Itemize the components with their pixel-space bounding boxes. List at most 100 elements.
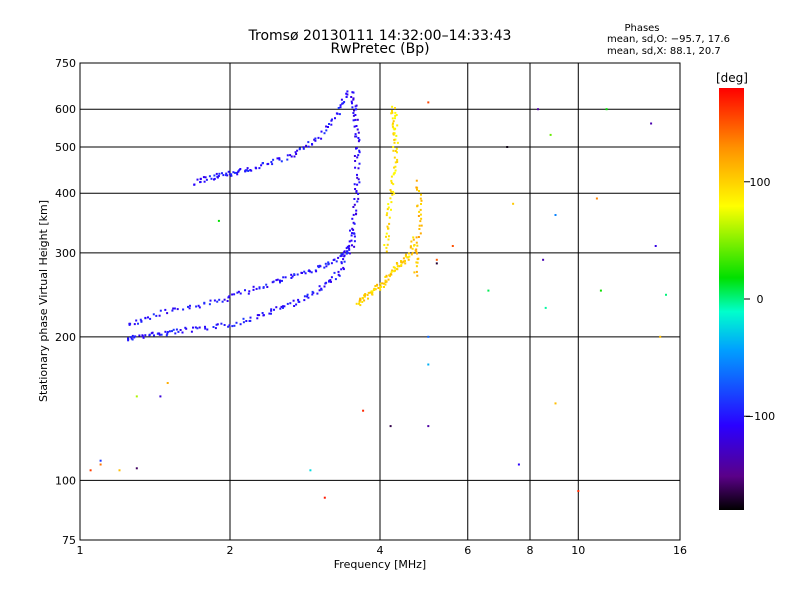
data-point <box>317 266 320 269</box>
data-point <box>451 245 454 247</box>
data-point <box>249 169 252 171</box>
data-point <box>206 328 209 331</box>
data-point <box>350 239 353 242</box>
data-point <box>416 188 418 191</box>
data-point <box>393 269 396 272</box>
data-point <box>303 295 306 298</box>
data-point <box>407 256 410 259</box>
data-point <box>199 178 202 181</box>
data-point <box>348 248 351 251</box>
data-point <box>204 176 207 179</box>
data-point <box>198 326 201 329</box>
data-point <box>348 240 351 243</box>
data-point <box>340 261 343 264</box>
data-point <box>271 163 274 166</box>
data-point <box>286 154 289 157</box>
data-point <box>325 125 328 128</box>
colorbar-tick-label: 100 <box>750 176 771 189</box>
data-point <box>417 236 420 238</box>
data-point <box>339 104 342 107</box>
data-point <box>392 120 395 123</box>
x-axis-ticks: 1 2 4 6 8 10 16 <box>77 544 688 557</box>
data-point <box>369 291 372 294</box>
data-point <box>329 279 332 282</box>
data-point <box>412 238 415 241</box>
data-point <box>387 278 390 281</box>
data-point <box>381 282 384 285</box>
data-point <box>273 308 275 311</box>
data-point <box>248 290 251 293</box>
data-point <box>166 312 169 315</box>
data-point <box>512 202 515 205</box>
data-point <box>396 158 399 161</box>
data-point <box>394 138 397 141</box>
data-point <box>599 289 602 292</box>
data-point <box>293 273 296 276</box>
data-point <box>394 114 397 117</box>
data-point <box>138 334 141 337</box>
data-point <box>330 262 333 265</box>
data-point <box>267 162 270 165</box>
data-point <box>289 154 292 157</box>
data-point <box>245 320 248 322</box>
data-point <box>361 301 364 303</box>
data-point <box>517 463 520 466</box>
data-point <box>230 173 233 176</box>
data-point <box>272 158 275 161</box>
data-point <box>389 273 392 276</box>
chart-title: Tromsø 20130111 14:32:00–14:33:43 <box>248 28 512 44</box>
data-point <box>415 270 418 273</box>
x-tick-label: 6 <box>464 544 471 557</box>
data-point <box>549 133 552 136</box>
data-point <box>357 131 360 134</box>
data-point <box>307 141 310 144</box>
data-point <box>389 425 392 428</box>
data-point <box>159 395 162 398</box>
data-point <box>338 113 341 116</box>
data-point <box>380 285 383 288</box>
data-point <box>363 299 366 302</box>
data-point <box>537 108 539 111</box>
data-point <box>353 203 356 206</box>
data-point <box>266 286 269 288</box>
data-point <box>290 277 293 279</box>
data-point <box>218 172 221 175</box>
data-point <box>148 333 151 336</box>
data-point <box>371 290 374 293</box>
data-point <box>213 299 216 302</box>
data-point <box>246 167 249 170</box>
data-point <box>261 312 264 314</box>
data-point <box>411 251 414 254</box>
data-point <box>152 313 155 316</box>
data-point <box>346 250 349 253</box>
data-point <box>311 290 314 293</box>
data-point <box>258 287 261 290</box>
data-point <box>159 309 162 312</box>
data-point <box>358 302 360 305</box>
data-point <box>346 251 349 254</box>
data-point <box>294 151 297 154</box>
data-point <box>352 114 355 117</box>
data-point <box>413 244 415 247</box>
data-point <box>270 308 273 311</box>
data-point <box>258 286 261 289</box>
data-point <box>354 160 357 162</box>
data-point <box>391 123 394 126</box>
data-point <box>307 296 310 299</box>
data-point <box>127 339 130 342</box>
data-point <box>396 141 399 144</box>
data-point <box>348 244 351 247</box>
data-point <box>221 300 224 303</box>
data-point <box>388 222 391 225</box>
data-point <box>412 236 415 239</box>
data-point <box>354 133 357 136</box>
data-point <box>346 245 349 248</box>
data-point <box>284 276 287 279</box>
data-point <box>310 271 313 274</box>
data-point <box>305 144 308 147</box>
data-point <box>279 281 281 284</box>
data-point <box>391 125 394 128</box>
data-point <box>242 321 245 324</box>
colorbar <box>719 88 744 510</box>
